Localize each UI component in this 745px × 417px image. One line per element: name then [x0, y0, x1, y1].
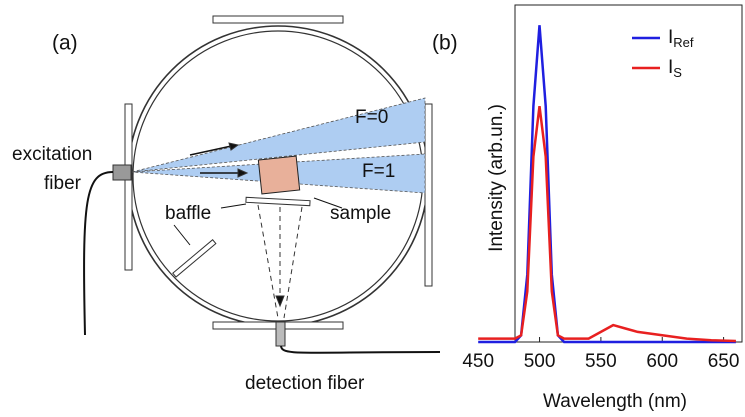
- panel-label: (a): [52, 32, 78, 55]
- arrow: [189, 144, 237, 156]
- series-line: [478, 25, 736, 344]
- x-tick-label: 650: [708, 351, 740, 372]
- excitation-label: excitation: [12, 144, 92, 165]
- baffle-plate: [245, 196, 311, 207]
- pointer: [173, 224, 191, 246]
- arrowhead: [275, 295, 285, 308]
- beam-f0: [131, 97, 426, 173]
- beam-label: F=0: [355, 107, 388, 128]
- series-line: [478, 105, 736, 343]
- x-tick-label: 600: [646, 351, 678, 372]
- detection-label: detection fiber: [245, 373, 365, 394]
- y-axis-label: Intensity (arb.un.): [486, 104, 507, 252]
- sample-cuvette: [257, 155, 301, 195]
- port-left: [124, 103, 133, 271]
- excitation-label: fiber: [44, 173, 82, 194]
- beam-label: F=1: [362, 161, 395, 182]
- baffle-plate: [172, 239, 217, 278]
- detection-connector: [275, 321, 286, 347]
- excitation-connector: [112, 164, 132, 181]
- x-tick-label: 500: [524, 351, 556, 372]
- x-tick-label: 450: [462, 351, 494, 372]
- x-tick-label: 550: [585, 351, 617, 372]
- legend-label: IRef: [668, 27, 694, 50]
- legend-label: IS: [668, 57, 682, 80]
- port-top: [212, 15, 344, 24]
- pointer: [313, 197, 343, 209]
- x-axis-label: Wavelength (nm): [543, 391, 687, 412]
- detection-cone: [283, 206, 303, 319]
- port-right: [424, 103, 433, 287]
- baffle-label: baffle: [165, 203, 211, 224]
- detection-cable: [280, 345, 441, 354]
- detection-cone: [257, 204, 279, 319]
- excitation-cable: [83, 171, 114, 336]
- arrowhead: [228, 142, 240, 151]
- sphere-diagram: [83, 15, 441, 354]
- pointer: [220, 203, 247, 209]
- panel-label: (b): [432, 32, 458, 55]
- arrowhead: [237, 168, 249, 178]
- sample-label: sample: [330, 203, 391, 224]
